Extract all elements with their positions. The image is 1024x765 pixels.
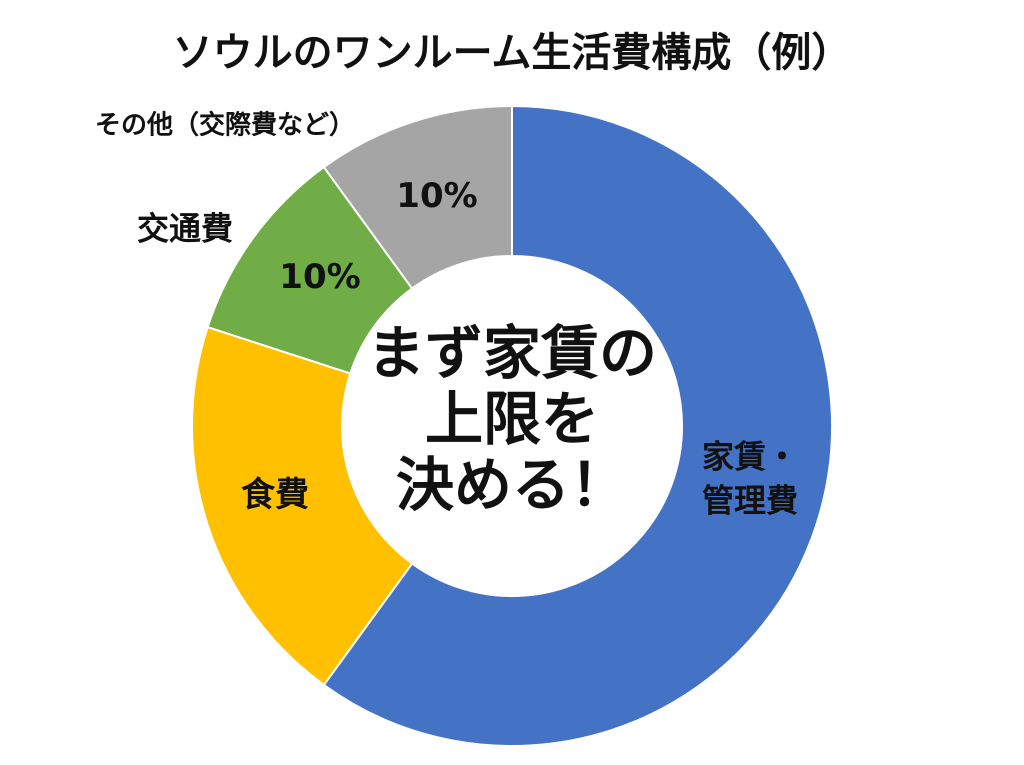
center-text-line-1: まず家賃の [367, 319, 657, 387]
slice-label-家賃管理費-line-1: 家賃・ [702, 438, 798, 476]
center-text-line-3: 決める！ [396, 451, 628, 519]
value-label-交通費: 10% [279, 257, 360, 297]
donut-hole [342, 256, 682, 596]
slice-label-家賃管理費-line-2: 管理費 [702, 482, 798, 520]
slice-label-交通費: 交通費 [137, 210, 233, 248]
slice-labels: 家賃・管理費 食費 交通費 10% その他（交際費など） 10% [95, 109, 798, 519]
donut-slices [191, 104, 833, 747]
value-label-その他交際費など: 10% [396, 176, 477, 216]
chart-title: ソウルのワンルーム生活費構成（例） [173, 30, 852, 76]
slice-label-食費-line-1: 食費 [241, 475, 309, 515]
center-text-line-2: 上限を [425, 385, 599, 453]
slice-label-その他交際費など: その他（交際費など） [95, 109, 355, 140]
